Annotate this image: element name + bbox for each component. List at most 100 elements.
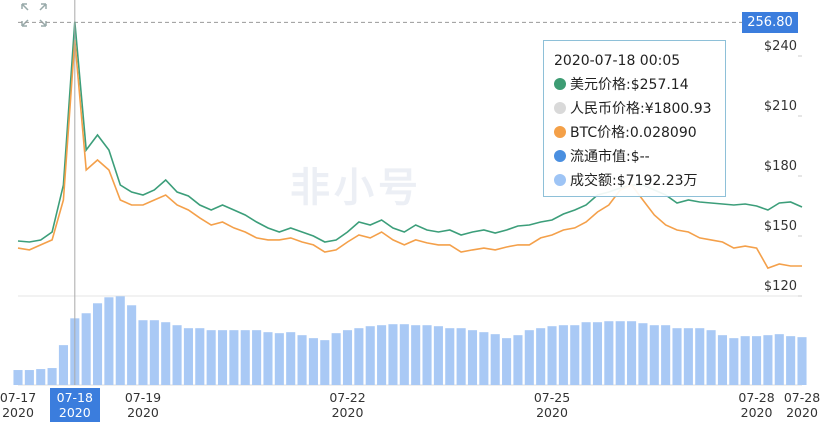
y-tick-label: $210	[764, 99, 797, 114]
tooltip-label: 流通市值:$--	[570, 149, 650, 165]
volume-bar	[547, 326, 557, 385]
volume-bar	[467, 330, 478, 385]
volume-bar	[252, 330, 262, 385]
tooltip-dot	[554, 126, 566, 138]
volume-bar	[286, 332, 296, 385]
volume-bar	[570, 325, 580, 385]
tooltip-label: 成交额:$7192.23万	[570, 173, 698, 189]
volume-bar	[581, 322, 591, 385]
tooltip-item: 人民币价格:¥1800.93	[554, 97, 715, 121]
volume-bar	[729, 338, 739, 385]
volume-bar	[47, 368, 57, 385]
volume-bar	[604, 321, 614, 385]
tooltip-dot	[554, 150, 566, 162]
volume-bar	[13, 370, 23, 385]
x-tick-label: 07-18 2020	[49, 388, 100, 422]
volume-bar	[365, 326, 375, 385]
price-line	[17, 39, 802, 270]
volume-bar	[127, 305, 137, 385]
tooltip-item: 流通市值:$--	[554, 145, 715, 169]
volume-bar	[104, 297, 114, 385]
volume-bar	[274, 333, 284, 385]
x-tick-label: 07-17 2020	[0, 390, 37, 420]
volume-bar	[411, 325, 421, 385]
y-tick-label: $240	[764, 39, 797, 54]
volume-bar	[433, 326, 443, 385]
volume-bar	[592, 322, 603, 385]
tooltip-item: BTC价格:0.028090	[554, 121, 715, 145]
tooltip-label: 美元价格:$257.14	[570, 77, 689, 93]
volume-bar	[524, 330, 534, 385]
volume-bar	[627, 321, 637, 385]
volume-bar	[138, 320, 148, 385]
volume-bar	[320, 340, 330, 385]
volume-bar	[502, 338, 512, 385]
volume-bar	[81, 313, 91, 385]
tooltip-dot	[554, 174, 566, 186]
volume-bar	[490, 334, 500, 385]
volume-bar	[172, 325, 182, 385]
volume-bar	[331, 333, 341, 385]
tooltip-time: 2020-07-18 00:05	[554, 53, 681, 69]
watermark: 非小号	[290, 165, 422, 211]
volume-bar	[297, 335, 307, 385]
x-tick-label: 07-19 2020	[124, 390, 162, 420]
volume-bar	[797, 337, 807, 385]
volume-bar	[422, 325, 432, 385]
volume-bar	[206, 330, 216, 385]
volume-bar	[740, 336, 750, 385]
volume-bar	[513, 335, 523, 385]
volume-bar	[217, 330, 228, 385]
volume-bar	[308, 338, 318, 385]
x-tick-label: 07-28 2020	[738, 390, 775, 420]
volume-bar	[399, 324, 409, 385]
volume-bar	[752, 336, 762, 385]
tooltip-dot	[554, 78, 566, 90]
volume-bar	[717, 335, 728, 385]
volume-bar	[36, 369, 46, 385]
tooltip-item: 成交额:$7192.23万	[554, 169, 715, 193]
volume-bar	[683, 328, 693, 385]
volume-bar	[342, 330, 353, 385]
volume-bar	[161, 322, 171, 385]
y-tick-label: $120	[764, 279, 797, 294]
price-line	[17, 21, 803, 243]
volume-bar	[263, 332, 273, 385]
volume-bar	[24, 370, 34, 385]
volume-bar	[229, 330, 239, 385]
volume-bar	[706, 330, 716, 385]
volume-bar	[195, 328, 205, 385]
volume-bar	[58, 345, 68, 385]
volume-bar	[774, 334, 784, 385]
volume-bar	[92, 303, 103, 385]
volume-bar	[149, 320, 159, 385]
volume-bar	[388, 324, 398, 385]
volume-bar	[456, 328, 466, 385]
volume-bar	[786, 336, 796, 385]
volume-bar	[695, 328, 705, 385]
tooltip-label: BTC价格:0.028090	[570, 125, 697, 141]
expand-icon[interactable]	[21, 3, 47, 27]
volume-bar	[615, 321, 625, 385]
x-tick-label: 07-28 2020	[783, 390, 821, 420]
volume-bar	[240, 330, 250, 385]
x-tick-label: 07-25 2020	[533, 390, 571, 420]
volume-bar	[649, 325, 659, 385]
volume-bar	[115, 296, 125, 385]
y-tick-label: $150	[764, 219, 797, 234]
volume-bar	[672, 328, 682, 385]
volume-bar	[354, 328, 364, 385]
tooltip-label: 人民币价格:¥1800.93	[570, 101, 712, 117]
volume-bar	[445, 328, 455, 385]
volume-bar	[479, 332, 489, 385]
last-price: 256.80	[742, 12, 798, 34]
volume-bar	[377, 325, 387, 385]
tooltip: 2020-07-18 00:05 美元价格:$257.14 人民币价格:¥1800…	[543, 40, 726, 197]
y-tick-label: $180	[764, 159, 797, 174]
volume-bar	[536, 328, 546, 385]
volume-bar	[763, 335, 773, 385]
volume-bar	[661, 325, 671, 385]
volume-bar	[638, 323, 648, 385]
